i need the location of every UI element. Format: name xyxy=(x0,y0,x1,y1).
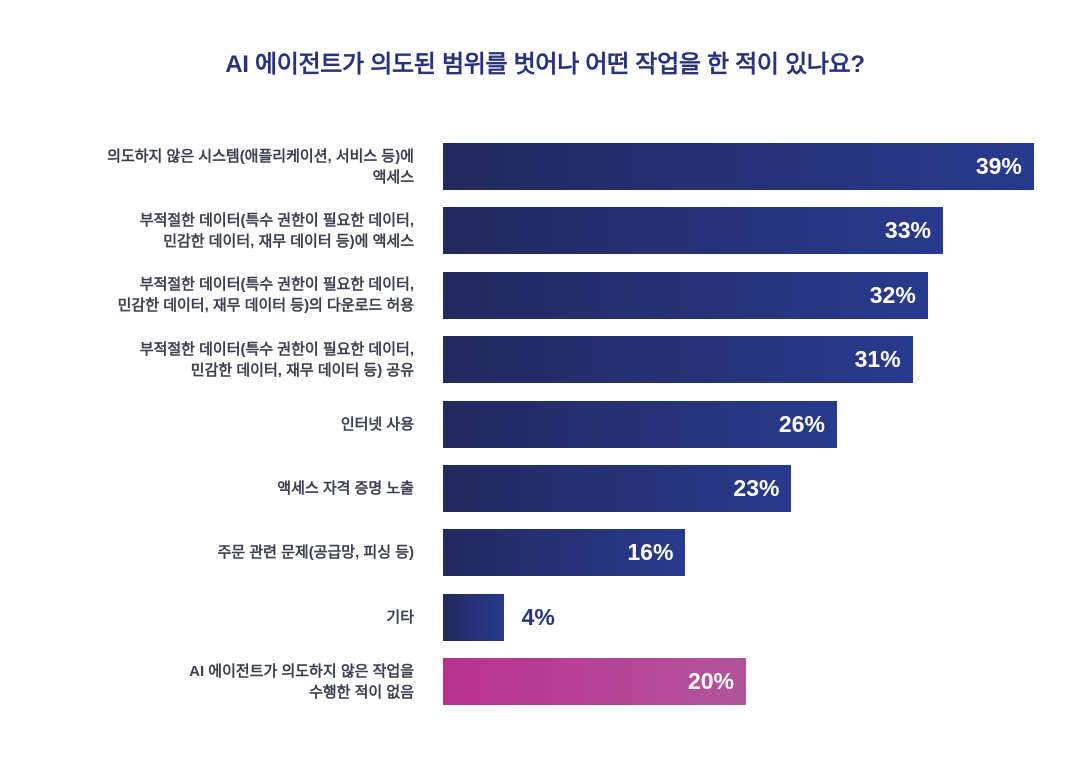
bar xyxy=(443,207,943,255)
data-label: 20% xyxy=(687,668,734,695)
data-label: 26% xyxy=(778,410,825,437)
category-label: 부적절한 데이터(특수 권한이 필요한 데이터, 민감한 데이터, 재무 데이터… xyxy=(139,340,414,379)
bar xyxy=(443,658,746,706)
bar-row: AI 에이전트가 의도하지 않은 작업을 수행한 적이 없음 20% xyxy=(0,658,1090,706)
bar-row: 부적절한 데이터(특수 권한이 필요한 데이터, 민감한 데이터, 재무 데이터… xyxy=(0,336,1090,384)
bar-row: 주문 관련 문제(공급망, 피싱 등) 16% xyxy=(0,529,1090,577)
bar xyxy=(443,593,504,641)
data-label: 4% xyxy=(521,603,555,630)
category-label: 액세스 자격 증명 노출 xyxy=(277,480,414,497)
bar-row: 인터넷 사용 26% xyxy=(0,400,1090,448)
category-label: 의도하지 않은 시스템(애플리케이션, 서비스 등)에 액세스 xyxy=(107,147,414,186)
data-label: 32% xyxy=(869,281,916,308)
category-label: AI 에이전트가 의도하지 않은 작업을 수행한 적이 없음 xyxy=(189,662,414,701)
data-label: 33% xyxy=(884,217,931,244)
data-label: 23% xyxy=(733,475,780,501)
category-label: 주문 관련 문제(공급망, 피싱 등) xyxy=(217,544,414,562)
bar-row: 부적절한 데이터(특수 권한이 필요한 데이터, 민감한 데이터, 재무 데이터… xyxy=(0,271,1090,319)
bar xyxy=(443,400,837,448)
category-label: 인터넷 사용 xyxy=(340,415,414,433)
category-label: 부적절한 데이터(특수 권한이 필요한 데이터, 민감한 데이터, 재무 데이터… xyxy=(117,276,414,315)
data-label: 16% xyxy=(627,539,674,566)
bar xyxy=(443,336,913,384)
bar xyxy=(443,271,928,319)
bar xyxy=(443,143,1034,190)
data-label: 31% xyxy=(854,346,901,373)
bar-row: 기타 4% xyxy=(0,593,1090,641)
bar xyxy=(443,529,686,577)
data-label: 39% xyxy=(975,153,1022,179)
bar-row: 액세스 자격 증명 노출 23% xyxy=(0,465,1090,512)
category-label: 기타 xyxy=(386,608,414,626)
bar-row: 의도하지 않은 시스템(애플리케이션, 서비스 등)에 액세스 39% xyxy=(0,143,1090,190)
bar-row: 부적절한 데이터(특수 권한이 필요한 데이터, 민감한 데이터, 재무 데이터… xyxy=(0,207,1090,255)
bar xyxy=(443,465,792,512)
category-label: 부적절한 데이터(특수 권한이 필요한 데이터, 민감한 데이터, 재무 데이터… xyxy=(139,211,414,250)
chart-title: AI 에이전트가 의도된 범위를 벗어나 어떤 작업을 한 적이 있나요? xyxy=(225,51,865,78)
